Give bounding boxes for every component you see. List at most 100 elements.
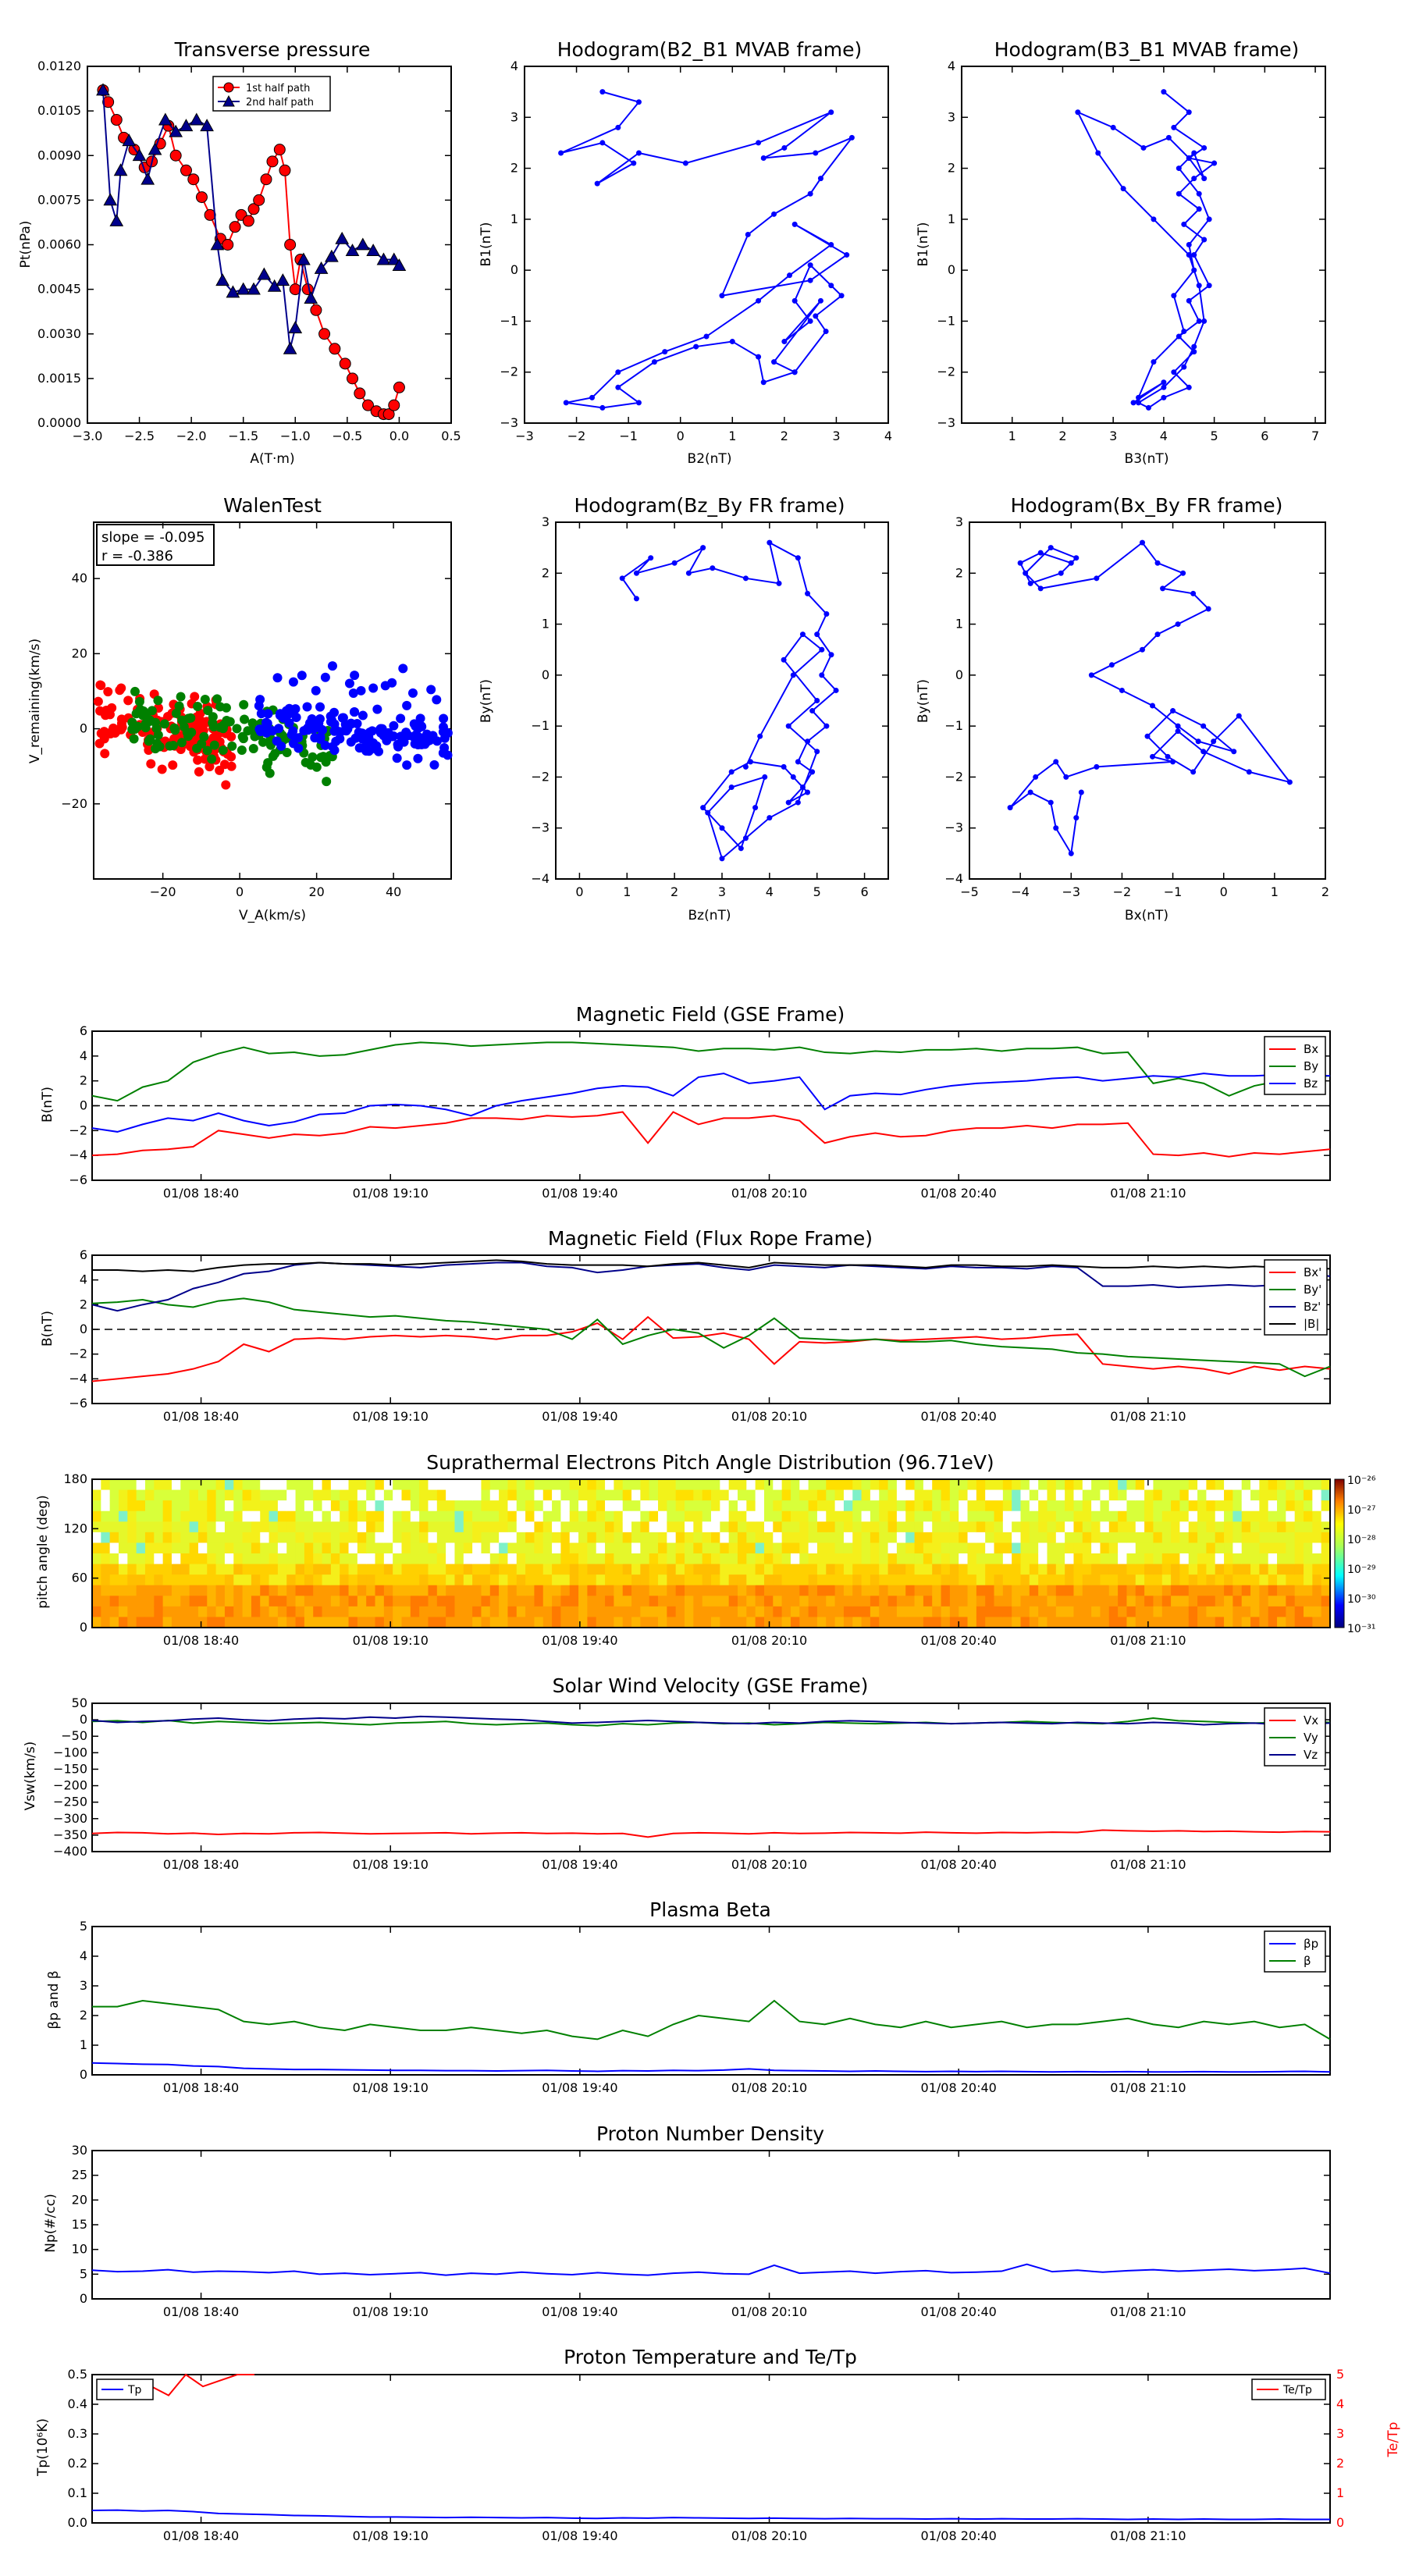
pad-cell <box>162 1500 173 1512</box>
pad-cell <box>1312 1510 1322 1522</box>
fr-xtick-label: 01/08 18:40 <box>163 1409 239 1424</box>
pad-cell <box>1224 1553 1233 1565</box>
pad-cell <box>1029 1564 1039 1575</box>
pad-cell <box>489 1479 500 1491</box>
h2-point <box>1181 328 1187 334</box>
pad-cell <box>401 1606 411 1618</box>
pad-ytick-label: 120 <box>63 1521 87 1535</box>
pad-cell <box>976 1606 986 1618</box>
pad-cell <box>1118 1574 1128 1586</box>
pad-cell <box>826 1617 836 1628</box>
pad-cell <box>330 1574 340 1586</box>
pad-cell <box>1241 1553 1251 1565</box>
pad-cell <box>631 1553 641 1565</box>
h3-point <box>781 763 787 770</box>
pad-cell <box>189 1617 199 1628</box>
pad-cell <box>1206 1553 1216 1565</box>
pad-cell <box>366 1617 376 1628</box>
tp-point <box>229 221 241 233</box>
pad-cell <box>711 1532 720 1544</box>
pad-cell <box>215 1564 226 1575</box>
pad-cell <box>393 1510 403 1522</box>
pad-cell <box>1055 1510 1065 1522</box>
xlabel-hodogram-bxby: Bx(nT) <box>1125 908 1168 923</box>
pad-cell <box>790 1521 800 1533</box>
pad-cell <box>393 1564 403 1575</box>
pad-cell <box>914 1596 924 1607</box>
pad-cell <box>755 1553 765 1565</box>
pad-cell <box>675 1564 685 1575</box>
pad-cell <box>277 1532 287 1544</box>
pad-cell <box>481 1542 491 1554</box>
h1-point <box>771 211 777 217</box>
pad-cell <box>436 1489 446 1501</box>
pad-cell <box>242 1510 252 1522</box>
pad-cell <box>463 1510 473 1522</box>
pad-cell <box>499 1564 509 1575</box>
pad-cell <box>489 1542 500 1554</box>
pad-cell <box>781 1585 791 1596</box>
pad-cell <box>578 1479 588 1491</box>
pad-cell <box>1082 1553 1092 1565</box>
pad-cell <box>959 1596 969 1607</box>
pad-cell <box>393 1521 403 1533</box>
pad-cell <box>640 1532 650 1544</box>
pad-cell <box>614 1574 624 1586</box>
pad-cell <box>313 1489 323 1501</box>
beta-ytick-label: 4 <box>80 1948 87 1963</box>
fr-series <box>91 1315 1331 1382</box>
pad-cell <box>144 1510 155 1522</box>
pad-cell <box>808 1585 818 1596</box>
pad-cell <box>932 1617 942 1628</box>
pad-cell <box>649 1489 659 1501</box>
pad-cell <box>1294 1606 1304 1618</box>
h2-xtick-label: 4 <box>1160 429 1168 443</box>
pad-cell <box>1161 1521 1172 1533</box>
pad-cell <box>711 1500 720 1512</box>
h1-xtick-label: 1 <box>728 429 736 443</box>
pad-cell <box>887 1532 898 1544</box>
pad-cell <box>481 1532 491 1544</box>
pad-cell <box>419 1585 429 1596</box>
pad-cell <box>905 1596 916 1607</box>
pad-cell <box>622 1500 632 1512</box>
h2-xtick-label: 3 <box>1109 429 1117 443</box>
h4-point <box>1073 555 1080 561</box>
pad-cell <box>1161 1510 1172 1522</box>
pad-cell <box>799 1596 809 1607</box>
colorbar-label: 10⁻³⁰ <box>1347 1593 1376 1606</box>
pad-cell <box>525 1500 535 1512</box>
walen-point <box>227 741 237 751</box>
pad-cell <box>1108 1553 1119 1565</box>
pad-cell <box>277 1617 287 1628</box>
pad-cell <box>1065 1500 1075 1512</box>
walen-point <box>254 701 264 711</box>
h3-point <box>633 570 639 576</box>
walen-slope-text: slope = -0.095 <box>101 529 205 546</box>
pad-cell <box>1065 1479 1075 1491</box>
pad-cell <box>1304 1542 1313 1554</box>
pad-cell <box>1012 1617 1022 1628</box>
pad-cell <box>1082 1532 1092 1544</box>
pad-cell <box>720 1521 730 1533</box>
pad-cell <box>1179 1479 1190 1491</box>
walen-point <box>297 671 307 681</box>
h4-point <box>1144 733 1151 739</box>
pad-cell <box>92 1553 101 1565</box>
pad-cell <box>197 1542 208 1554</box>
h3-point <box>742 575 749 582</box>
h1-point <box>703 333 710 340</box>
h4-point <box>1205 606 1211 612</box>
pad-cell <box>1259 1617 1269 1628</box>
walen-point <box>157 764 167 774</box>
pad-cell <box>1153 1574 1163 1586</box>
pad-cell <box>1250 1542 1260 1554</box>
pad-cell <box>1002 1585 1012 1596</box>
h1-frame <box>524 66 889 424</box>
walen-point <box>439 713 449 724</box>
pad-cell <box>1286 1521 1296 1533</box>
pad-cell <box>790 1510 800 1522</box>
walen-point <box>350 733 361 743</box>
h2-ytick-label: 1 <box>948 212 955 226</box>
walen-point <box>256 709 266 719</box>
